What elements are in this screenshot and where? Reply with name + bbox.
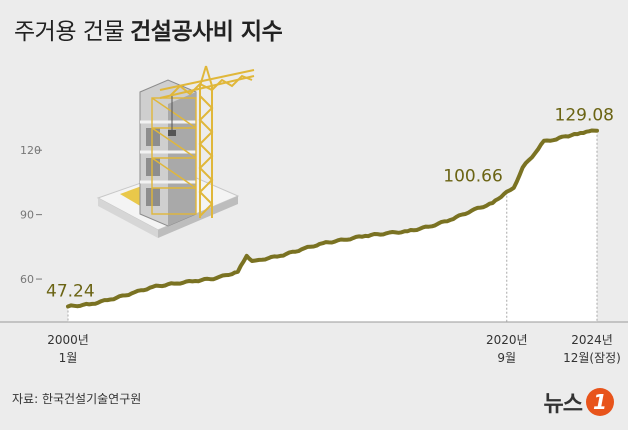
x-tick-label: 2020년 [486,333,528,347]
y-tick-label: 120 [20,144,41,157]
building-construction-crane-icon [96,65,255,238]
chart-title-bold: 건설공사비 지수 [130,19,283,45]
y-tick-label: 60 [20,273,34,286]
logo-text: 뉴스 [543,392,583,417]
chart-title-light: 주거용 건물 [14,19,125,45]
x-tick-label: 2024년 [571,333,613,347]
y-tick-label: 90 [20,209,34,222]
value-label: 47.24 [46,281,95,301]
x-tick-sublabel: 12월(잠정) [563,351,621,365]
value-label: 129.08 [555,106,614,126]
x-tick-label: 2000년 [47,333,89,347]
value-label: 100.66 [443,167,502,187]
guide-lines [0,134,628,323]
source-note: 자료: 한국건설기술연구원 [12,392,142,406]
y-axis: 60 90 120 [20,144,42,286]
area-layer [66,128,599,322]
series-line [66,128,599,309]
x-tick-sublabel: 1월 [59,351,78,365]
news1-logo: 뉴스 1 [544,386,614,418]
chart-title: 주거용 건물 건설공사비 지수 [14,12,283,46]
x-axis: 2000년 1월 2020년 9월 2024년 12월(잠정) [47,333,621,365]
value-annotations: 47.24 100.66 129.08 [46,106,614,302]
logo-badge: 1 [586,388,614,416]
series-area [68,130,597,322]
x-tick-sublabel: 9월 [497,351,516,365]
